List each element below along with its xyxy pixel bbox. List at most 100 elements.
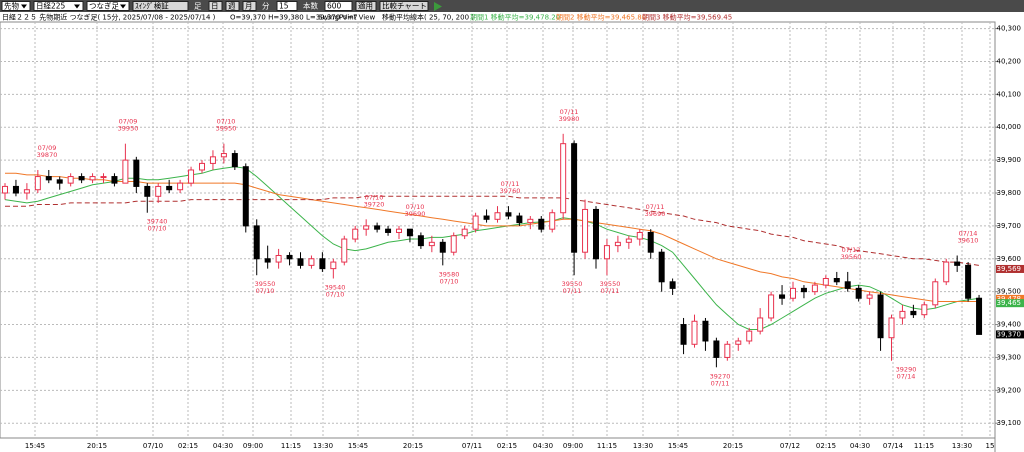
swing-price: 39870	[37, 151, 58, 159]
candle-body	[833, 278, 840, 283]
candle-body	[242, 166, 249, 227]
y-tick-label: 39,300	[997, 353, 1022, 361]
toolbar-button[interactable]	[242, 1, 257, 11]
x-tick-label: 07/10	[143, 442, 163, 450]
candle-body	[746, 330, 753, 342]
toolbar-text[interactable]: つなぎ足	[89, 1, 119, 11]
toolbar-text[interactable]: 日	[211, 2, 219, 11]
toolbar-dropdown[interactable]	[1, 1, 31, 11]
toolbar-text[interactable]: 適用	[358, 1, 373, 11]
candle-body	[374, 225, 381, 230]
candle-body	[735, 340, 742, 345]
toolbar-text[interactable]: ｽｲﾝｸﾞ検証	[135, 1, 169, 11]
toolbar-text[interactable]: 先物	[4, 1, 19, 11]
candle-body	[494, 212, 501, 220]
price-marker	[996, 299, 1024, 308]
candle-body	[111, 176, 118, 184]
candle-body	[593, 208, 599, 260]
y-tick-label: 39,200	[997, 386, 1022, 394]
x-tick-label: 02:15	[497, 442, 517, 450]
swing-date: 07/10	[326, 291, 345, 299]
toolbar-text[interactable]: 日経225	[36, 1, 66, 11]
toolbar-button[interactable]	[379, 1, 429, 11]
toolbar-button[interactable]	[225, 1, 240, 11]
candle-body	[932, 281, 939, 306]
swing-price: 39690	[405, 210, 426, 218]
toolbar-input[interactable]	[324, 1, 353, 11]
toolbar-dropdown[interactable]	[33, 1, 84, 11]
toolbar-text[interactable]: 比較チャート	[382, 1, 427, 11]
dropdown-arrow[interactable]	[21, 4, 27, 9]
toolbar-text[interactable]: 600	[327, 2, 342, 11]
candle-body	[636, 231, 643, 240]
swing-date: 07/09	[119, 118, 138, 126]
candle-body	[231, 153, 238, 168]
swing-price: 39950	[118, 125, 139, 133]
dropdown-arrow[interactable]	[74, 4, 80, 9]
toolbar-text[interactable]: 週	[228, 2, 236, 11]
candle-body	[603, 245, 610, 260]
swing-price: 39550	[562, 280, 583, 288]
candle-body	[549, 212, 556, 230]
candle-body	[144, 185, 151, 197]
y-tick-label: 40,000	[997, 123, 1022, 131]
ohlc-info: O=39,370 H=39,380 L=39,370 V=7	[230, 14, 358, 22]
candle-body	[658, 251, 665, 283]
candle-body	[209, 156, 216, 164]
swing-date: 07/10	[148, 225, 167, 233]
dropdown-arrow[interactable]	[120, 4, 126, 9]
candle-body	[319, 258, 326, 270]
candle-body	[855, 287, 862, 299]
toolbar-button[interactable]	[355, 1, 377, 11]
swing-price: 39270	[710, 372, 731, 380]
toolbar-input[interactable]	[276, 1, 298, 11]
y-tick-label: 39,800	[997, 189, 1022, 197]
toolbar-text[interactable]: 月	[245, 2, 253, 11]
candle-body	[811, 284, 818, 293]
x-tick-label: 07/11	[462, 442, 482, 450]
x-tick-label: 09:00	[243, 442, 263, 450]
x-tick-label: 04:30	[533, 442, 553, 450]
x-tick-label: 02:15	[178, 442, 198, 450]
candle-body	[89, 176, 96, 181]
swing-date: 07/11	[711, 379, 730, 387]
x-tick-label: 11:15	[597, 442, 617, 450]
toolbar-button[interactable]	[208, 1, 223, 11]
x-tick-label: 15:45	[668, 442, 688, 450]
swing-price: 39720	[364, 200, 385, 208]
chart-title: 日経２２５ 先物期近 つなぎ足( 15分, 2025/07/08 - 2025/…	[2, 13, 216, 22]
ma-label: 移動平均線本( 25, 70, 200 )	[382, 13, 474, 22]
x-tick-label: 13:30	[952, 442, 972, 450]
y-tick-label: 39,100	[997, 419, 1022, 427]
ma-line	[5, 172, 980, 302]
x-tick-label: 20:15	[87, 442, 107, 450]
x-tick-label: 04:30	[850, 442, 870, 450]
candle-body	[877, 294, 884, 339]
x-tick-label: 13:30	[633, 442, 653, 450]
swing-price: 39540	[325, 284, 346, 292]
swing-price: 39550	[255, 280, 276, 288]
candle-body	[45, 176, 52, 181]
toolbar-dropdown[interactable]	[86, 1, 130, 11]
candle-body	[308, 258, 315, 266]
candle-body	[385, 228, 392, 233]
candle-body	[614, 241, 621, 247]
y-tick-label: 39,400	[997, 321, 1022, 329]
toolbar-button[interactable]	[132, 1, 189, 11]
play-icon[interactable]	[434, 2, 442, 11]
view-label: SwingPoint View	[318, 14, 375, 22]
candle-body	[516, 215, 523, 224]
x-tick-label: 20:15	[403, 442, 423, 450]
swing-price: 39760	[500, 187, 521, 195]
toolbar-text[interactable]: 15	[279, 2, 289, 11]
candle-body	[844, 281, 851, 289]
candle-body	[199, 162, 205, 171]
candle-body	[341, 238, 348, 263]
candle-body	[34, 176, 41, 191]
candle-body	[680, 324, 687, 345]
y-tick-label: 40,100	[997, 90, 1022, 98]
toolbar: 先物 日経225 つなぎ足 ｽｲﾝｸﾞ検証 足日週月分 15 本数 600 適用 比較チャート	[1, 1, 442, 11]
swing-date: 07/11	[501, 180, 520, 188]
y-tick-label: 39,900	[997, 156, 1022, 164]
candle-body	[954, 261, 961, 266]
